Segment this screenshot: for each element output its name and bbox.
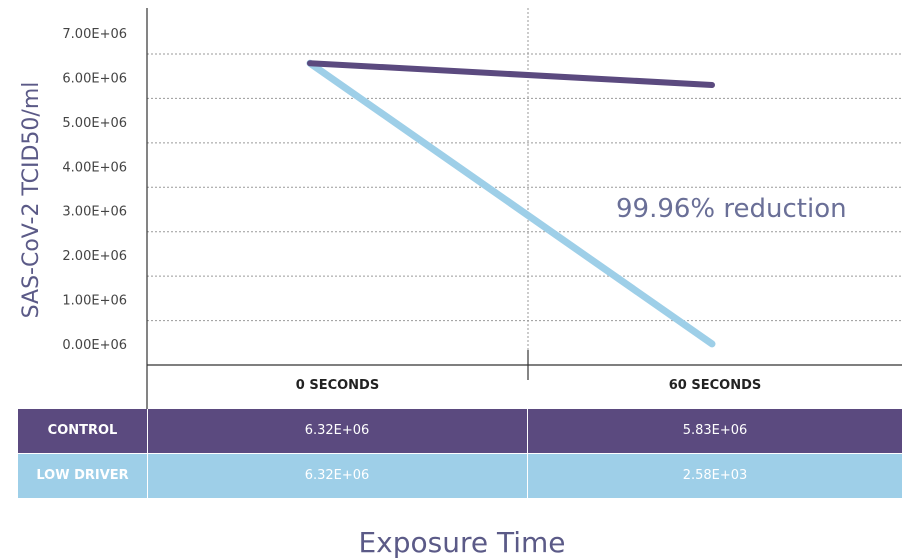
cell-low-driver-0s: 6.32E+06 — [304, 468, 370, 483]
series-line-low-driver — [306, 59, 716, 348]
cell-divider — [527, 454, 528, 498]
row-label-low-driver: LOW DRIVER — [36, 468, 129, 483]
y-tick-label: 4.00E+06 — [62, 160, 127, 175]
series — [306, 59, 716, 348]
cell-divider — [527, 409, 528, 453]
y-tick-label: 7.00E+06 — [62, 27, 127, 42]
y-tick-label: 5.00E+06 — [62, 116, 127, 131]
y-axis-label: SAS-CoV-2 TCID50/ml — [19, 82, 44, 319]
table-row-low-driver: LOW DRIVER 6.32E+06 2.58E+03 — [18, 454, 902, 498]
category-label-0: 0 SECONDS — [295, 378, 380, 393]
category-label-1: 60 SECONDS — [668, 378, 762, 393]
x-axis-title: Exposure Time — [358, 526, 565, 559]
y-tick-label: 2.00E+06 — [62, 249, 127, 264]
y-tick-label: 0.00E+06 — [62, 338, 127, 353]
series-line-control — [307, 60, 715, 88]
y-tick-label: 1.00E+06 — [62, 294, 127, 309]
y-tick-label: 3.00E+06 — [62, 205, 127, 220]
grid — [147, 53, 902, 366]
cell-low-driver-60s: 2.58E+03 — [682, 468, 748, 483]
row-label-control: CONTROL — [47, 423, 118, 438]
cell-control-60s: 5.83E+06 — [682, 423, 748, 438]
cell-divider — [147, 409, 148, 453]
annotation-reduction: 99.96% reduction — [616, 194, 847, 224]
cell-divider — [147, 454, 148, 498]
cell-control-0s: 6.32E+06 — [304, 423, 370, 438]
y-tick-label: 6.00E+06 — [62, 71, 127, 86]
table-row-control: CONTROL 6.32E+06 5.83E+06 — [18, 409, 902, 453]
y-ticks: 7.00E+06 6.00E+06 5.00E+06 4.00E+06 3.00E+06… — [62, 27, 127, 353]
